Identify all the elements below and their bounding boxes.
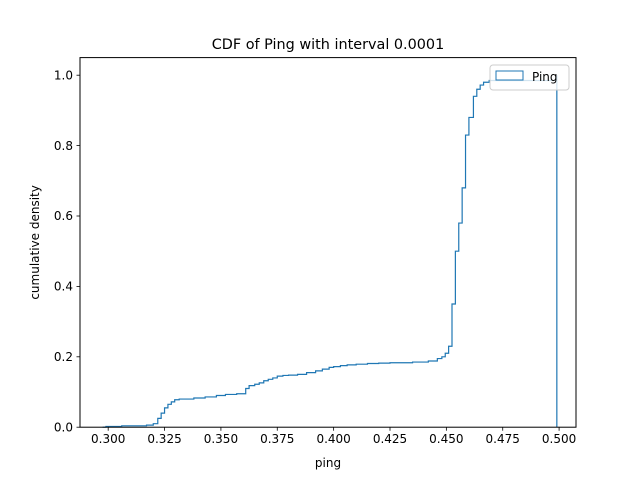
x-tick-label: 0.425 [373,432,407,446]
legend: Ping [489,64,570,91]
chart-title: CDF of Ping with interval 0.0001 [212,37,445,53]
y-tick-label: 0.2 [54,350,73,364]
y-axis: 0.0 0.2 0.4 0.6 0.8 1.0 [54,68,80,434]
x-tick-label: 0.375 [260,432,294,446]
y-tick-label: 0.4 [54,280,73,294]
x-tick-label: 0.325 [147,432,181,446]
x-tick-label: 0.450 [429,432,463,446]
y-tick-label: 0.6 [54,209,73,223]
data-layer [102,75,558,428]
y-tick-label: 0.0 [54,420,73,434]
x-tick-label: 0.475 [486,432,520,446]
x-tick-label: 0.350 [204,432,238,446]
legend-label-ping: Ping [532,70,558,84]
x-tick-label: 0.300 [91,432,125,446]
x-tick-label: 0.400 [316,432,350,446]
legend-swatch-ping [495,70,524,81]
y-tick-label: 0.8 [54,139,73,153]
plot-area-frame [79,57,577,428]
y-axis-label: cumulative density [28,185,42,300]
x-tick-label: 0.500 [542,432,576,446]
y-tick-label: 1.0 [54,68,73,82]
x-axis: 0.300 0.325 0.350 0.375 0.400 0.425 0.450 0.475… [91,427,576,446]
series-line-ping [102,75,558,428]
x-axis-label: ping [315,456,341,470]
